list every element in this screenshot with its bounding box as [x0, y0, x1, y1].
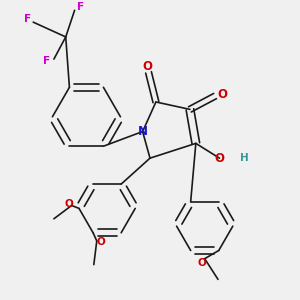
Text: F: F — [24, 14, 31, 24]
Text: O: O — [218, 88, 227, 101]
Text: O: O — [64, 199, 73, 209]
Text: F: F — [77, 2, 84, 12]
Text: H: H — [240, 153, 249, 163]
Text: O: O — [214, 152, 224, 165]
Text: O: O — [142, 60, 152, 73]
Text: O: O — [97, 237, 106, 248]
Text: F: F — [43, 56, 50, 66]
Text: N: N — [138, 125, 148, 138]
Text: O: O — [197, 258, 206, 268]
